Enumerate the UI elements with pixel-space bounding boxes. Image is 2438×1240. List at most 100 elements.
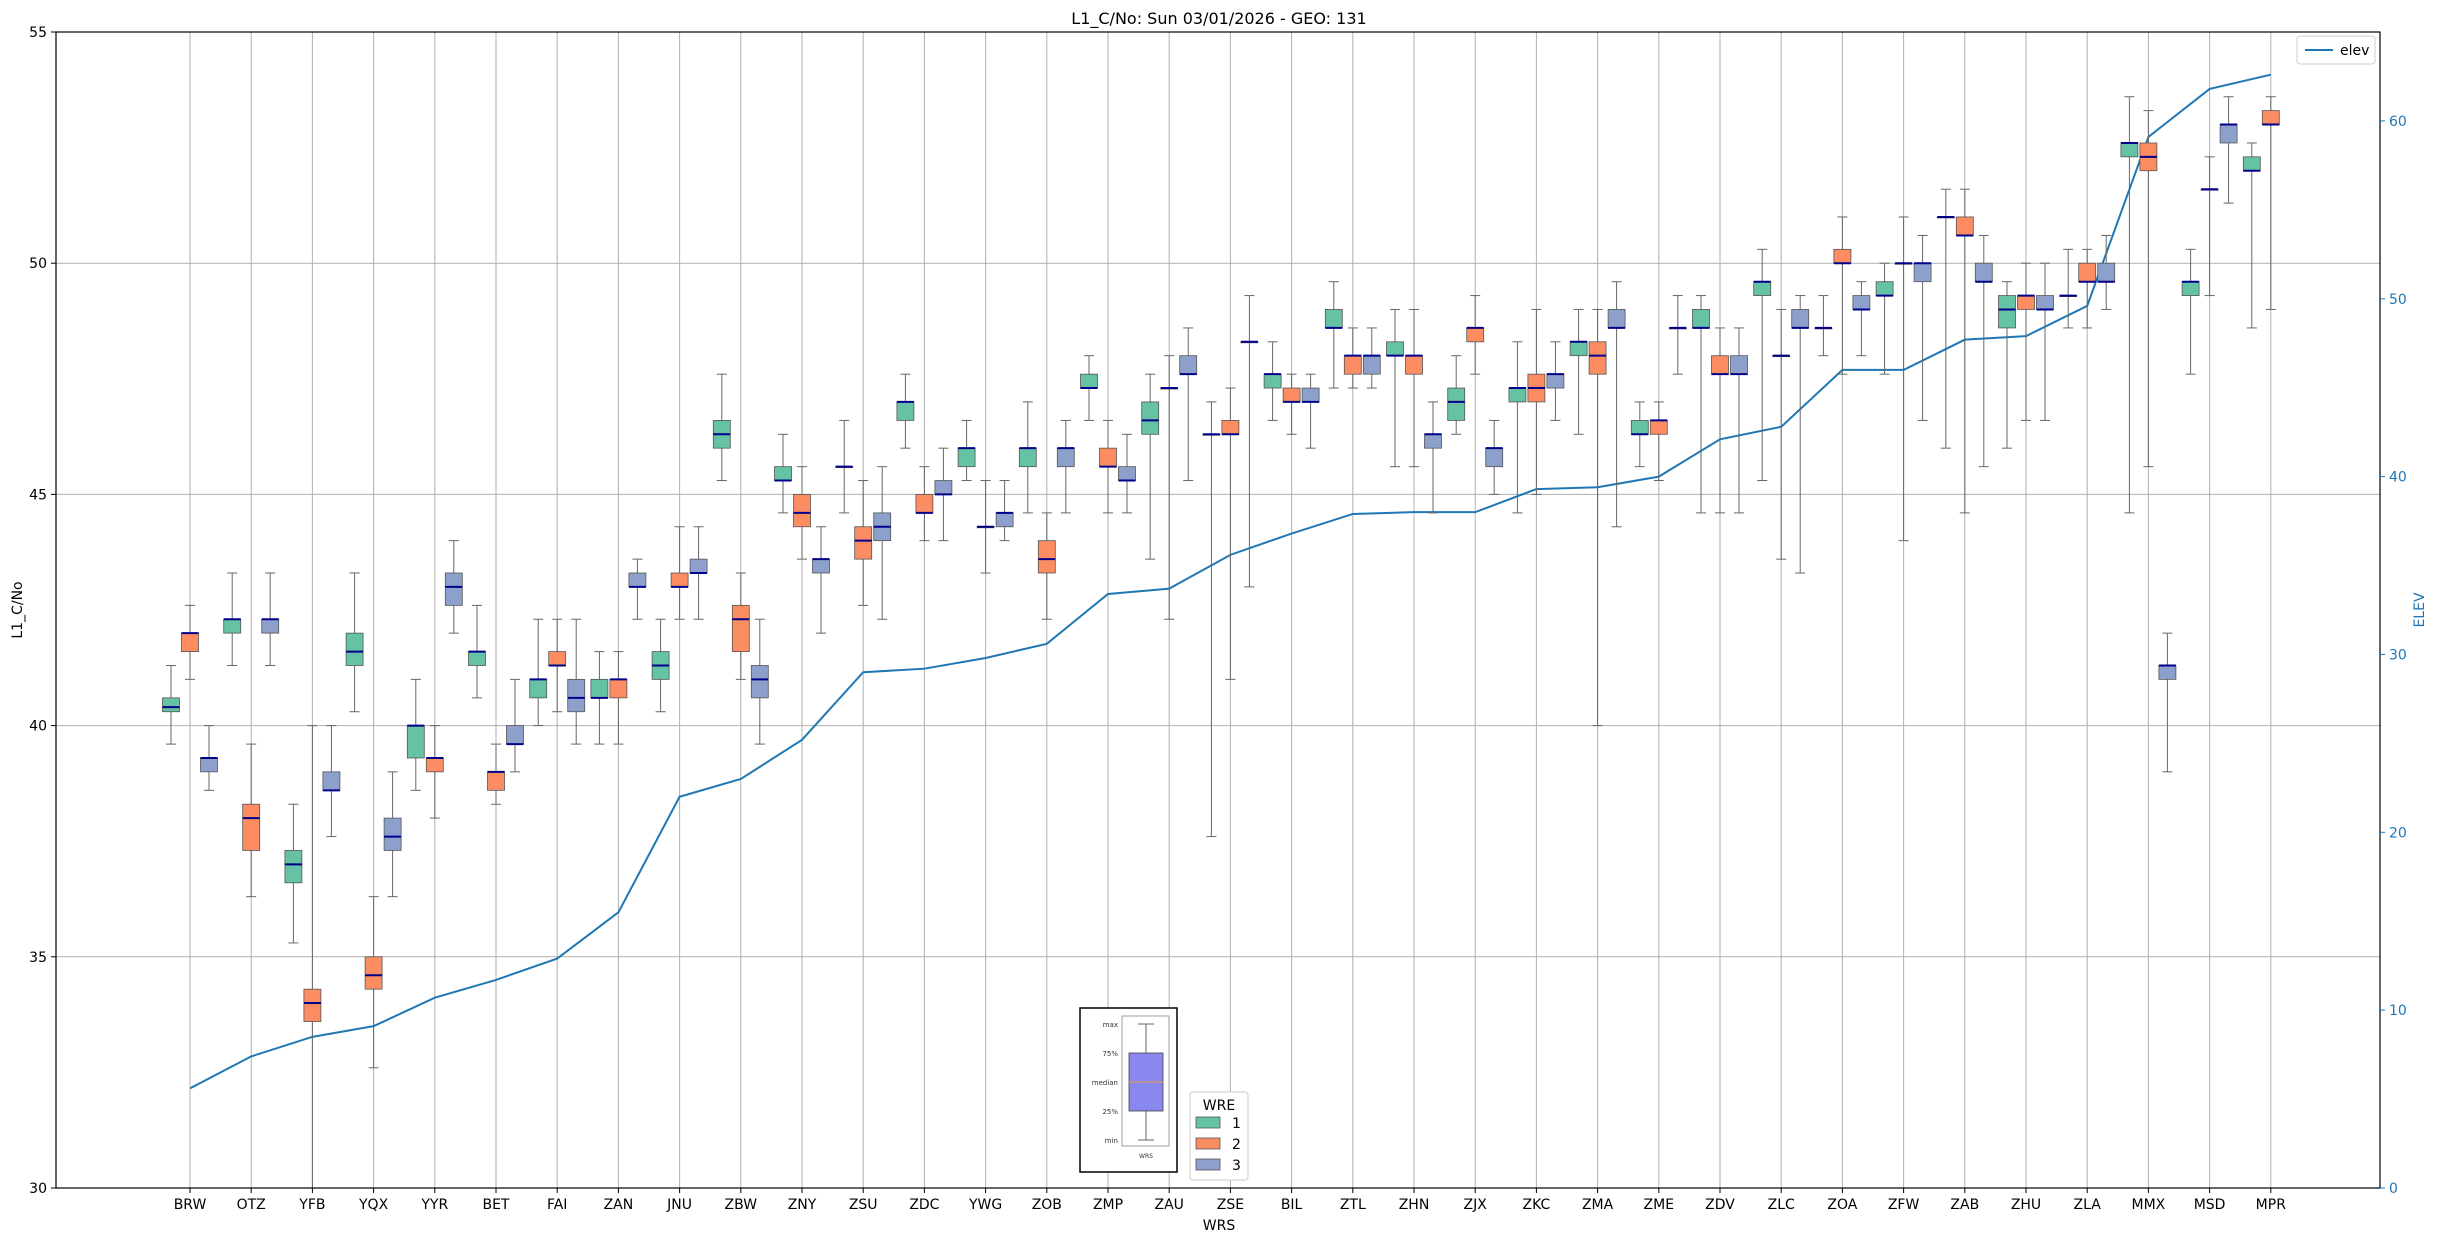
box-iqr: [1974, 262, 1993, 283]
box-iqr: [200, 757, 218, 773]
box-iqr: [1386, 341, 1404, 357]
box-3-ZME: [1668, 295, 1687, 375]
box-1-ZAN: [590, 651, 609, 745]
box-iqr: [1037, 540, 1056, 574]
y-tick-label: 50: [29, 256, 47, 272]
box-3-OTZ: [261, 572, 280, 666]
box-3-ZHN: [1424, 401, 1442, 514]
box-iqr: [406, 725, 425, 759]
x-tick-label: OTZ: [237, 1197, 266, 1213]
boxplot-inset: max 75% median 25% min WRS: [1079, 1007, 1178, 1173]
x-tick-label: ZJX: [1464, 1197, 1488, 1213]
x-tick-label: ZMA: [1582, 1197, 1614, 1213]
inset-label-min: min: [1105, 1137, 1118, 1145]
box-3-MSD: [2219, 96, 2238, 204]
x-tick-label: MPR: [2256, 1197, 2287, 1213]
box-3-FAI: [567, 618, 586, 745]
box-iqr: [1221, 420, 1240, 435]
box-2-ZHN: [1405, 308, 1423, 468]
box-iqr: [261, 618, 280, 634]
box-3-YFB: [322, 725, 341, 838]
box-1-ZOA: [1814, 295, 1833, 357]
inset-xlabel: WRS: [1139, 1153, 1153, 1160]
box-iqr: [957, 447, 976, 468]
x-tick-label: ZHU: [2011, 1197, 2041, 1213]
box-iqr: [223, 618, 242, 634]
box-1-YQX: [345, 572, 364, 713]
y2-axis-ticks: 0 10 20 30 40 50 60: [2380, 114, 2407, 1197]
box-3-ZHU: [2036, 262, 2054, 421]
box-iqr: [1056, 447, 1075, 468]
box-2-ZDC: [915, 466, 934, 542]
box-iqr: [1424, 433, 1442, 449]
x-tick-label: FAI: [547, 1197, 567, 1213]
box-3-ZDV: [1730, 327, 1748, 514]
box-iqr: [1508, 387, 1527, 403]
box-iqr: [1263, 373, 1282, 389]
box-2-BIL: [1282, 373, 1301, 435]
box-iqr: [1852, 295, 1871, 310]
box-3-ZBW: [750, 618, 769, 745]
x-tick-label: ZSE: [1217, 1197, 1244, 1213]
box-iqr: [1405, 355, 1423, 375]
box-iqr: [1791, 309, 1810, 329]
y-tick-label: 45: [29, 487, 47, 503]
box-2-ZBW: [731, 572, 750, 680]
box-1-BRW: [162, 664, 180, 745]
box-iqr: [1179, 355, 1198, 375]
wre-legend-title: WRE: [1203, 1098, 1235, 1114]
box-iqr: [345, 632, 364, 666]
box-iqr: [1301, 387, 1320, 403]
box-3-ZMA: [1607, 281, 1626, 528]
elev-legend: elev: [2296, 35, 2376, 65]
plot-frame: [55, 31, 2381, 1189]
box-1-ZSE: [1202, 401, 1221, 838]
box-layer: [162, 96, 2280, 1189]
box-1-ZHU: [1998, 281, 2016, 449]
box-iqr: [322, 771, 341, 791]
box-2-ZME: [1649, 401, 1668, 482]
x-tick-label: ZLA: [2074, 1197, 2102, 1213]
box-iqr: [1630, 420, 1649, 435]
box-1-ZBW: [712, 373, 731, 482]
x-axis-ticks: BRW OTZ YFB YQX YYR BET FAI ZAN JNU ZBW ZNY ZSU ZDC Y…: [174, 1188, 2287, 1213]
box-iqr: [934, 480, 953, 495]
box-1-BIL: [1263, 341, 1282, 421]
box-iqr: [1282, 387, 1301, 403]
box-2-ZTL: [1343, 327, 1362, 389]
x-tick-label: BET: [482, 1197, 509, 1213]
box-iqr: [1649, 420, 1668, 435]
box-iqr: [181, 632, 199, 653]
box-2-BRW: [181, 604, 199, 680]
x-tick-label: ZME: [1644, 1197, 1675, 1213]
x-tick-label: ZDC: [909, 1197, 939, 1213]
box-3-ZLA: [2097, 234, 2116, 310]
box-2-ZAB: [1955, 188, 1974, 514]
y2-tick-label: 50: [2389, 292, 2407, 308]
box-iqr: [548, 651, 567, 666]
box-iqr: [1875, 281, 1894, 296]
box-3-ZAU: [1179, 327, 1198, 482]
box-3-YYR: [444, 540, 463, 634]
box-2-ZJX: [1466, 295, 1485, 375]
box-1-ZJX: [1447, 355, 1466, 435]
box-1-MPR: [2242, 142, 2261, 329]
y-axis-label: L1_C/No: [10, 581, 26, 638]
x-tick-label: ZAU: [1154, 1197, 1183, 1213]
box-iqr: [1447, 387, 1466, 421]
box-1-ZOB: [1018, 401, 1037, 514]
box-iqr: [1080, 373, 1098, 389]
box-iqr: [854, 526, 873, 560]
box-2-ZOA: [1833, 216, 1852, 375]
box-2-FAI: [548, 618, 567, 713]
box-iqr: [383, 817, 402, 851]
box-3-ZSE: [1240, 295, 1259, 588]
x-tick-label: ZAN: [604, 1197, 634, 1213]
box-iqr: [1118, 466, 1136, 481]
x-tick-label: YQX: [358, 1197, 389, 1213]
box-2-YYR: [425, 725, 444, 819]
box-iqr: [915, 493, 934, 514]
box-iqr: [242, 803, 261, 851]
box-3-ZFW: [1913, 234, 1932, 421]
